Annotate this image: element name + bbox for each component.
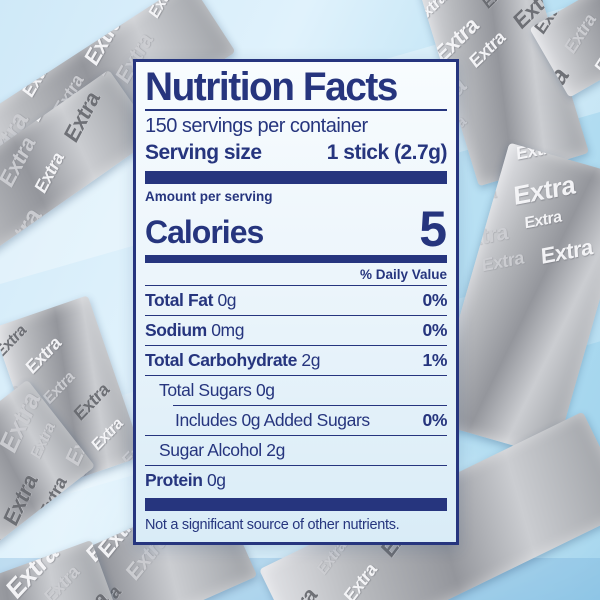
daily-value-percent: 0% [422, 410, 448, 430]
amount-per-serving-label: Amount per serving [145, 189, 273, 204]
calories-label: Calories [145, 214, 264, 250]
daily-value-percent: 0% [422, 290, 448, 310]
nutrient-name-amount: Sugar Alcohol 2g [159, 440, 285, 460]
gum-brand-text: Extra [480, 247, 524, 276]
divider [145, 465, 447, 466]
nutrient-name-amount: Sodium 0mg [145, 320, 245, 340]
nutrient-name-amount: Total Carbohydrate 2g [145, 350, 321, 370]
gum-brand-text: Extra [523, 208, 562, 233]
divider [145, 315, 447, 316]
divider [145, 109, 447, 111]
divider [145, 435, 447, 436]
gum-brand-text: Extra [594, 0, 600, 14]
serving-size-value: 1 stick (2.7g) [326, 141, 448, 164]
divider [173, 405, 447, 406]
nutrient-name-amount: Total Fat 0g [145, 290, 237, 310]
divider [145, 345, 447, 346]
footnote: Not a significant source of other nutrie… [145, 517, 400, 533]
gum-brand-text: Extra [539, 233, 594, 269]
gum-brand-text: Extra [272, 582, 326, 600]
servings-per-container: 150 servings per container [145, 115, 368, 137]
daily-value-percent: 0% [422, 320, 448, 340]
thick-divider-bottom [145, 498, 447, 511]
nutrition-row: Sugar Alcohol 2g [145, 436, 447, 465]
gum-brand-text: Extra [0, 595, 8, 600]
gum-brand-text: Extra [512, 168, 576, 212]
serving-size-row: Serving size 1 stick (2.7g) [145, 139, 448, 166]
nutrition-row: Total Fat 0g 0% [145, 286, 447, 315]
nutrition-row: Protein 0g [145, 466, 447, 495]
calories-row: Calories 5 [145, 201, 447, 257]
thick-divider [145, 171, 447, 184]
nutrition-row: Total Carbohydrate 2g 1% [145, 346, 447, 375]
nutrient-name-amount: Includes 0g Added Sugars [175, 410, 370, 430]
calories-value: 5 [419, 201, 447, 257]
daily-value-percent: 1% [422, 350, 448, 370]
nutrition-row: Sodium 0mg 0% [145, 316, 447, 345]
nutrient-name-amount: Protein 0g [145, 470, 226, 490]
serving-size-label: Serving size [145, 141, 262, 164]
daily-value-header: % Daily Value [145, 263, 447, 286]
gum-brand-text: Extra [146, 0, 179, 23]
medium-divider [145, 255, 447, 263]
nutrition-row: Includes 0g Added Sugars 0% [145, 406, 447, 435]
nutrient-name-amount: Total Sugars 0g [159, 380, 275, 400]
nutrition-rows: Total Fat 0g 0% Sodium 0mg 0% Total Carbohyd… [145, 286, 447, 495]
nutrition-facts-title: Nutrition Facts [145, 65, 398, 109]
nutrition-row: Total Sugars 0g [145, 376, 447, 405]
divider [145, 375, 447, 376]
nutrition-facts-panel: Nutrition Facts 150 servings per contain… [133, 59, 459, 545]
